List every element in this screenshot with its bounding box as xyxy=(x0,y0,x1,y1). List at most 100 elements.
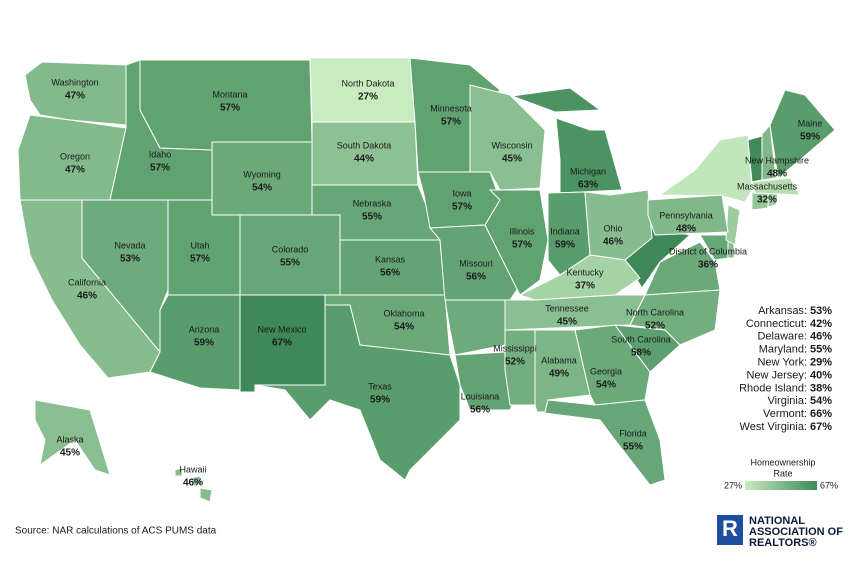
side-value: 54% xyxy=(810,395,832,407)
state-value: 57% xyxy=(220,103,240,114)
state-value: 45% xyxy=(502,154,522,165)
state-shapes xyxy=(17,57,836,503)
state-name: Kansas xyxy=(375,254,406,264)
side-name: New Jersey: xyxy=(746,369,807,381)
state-value: 49% xyxy=(549,369,569,380)
state-name: Alabama xyxy=(541,355,577,365)
state-value: 52% xyxy=(645,321,665,332)
state-value: 44% xyxy=(354,154,374,165)
state-name: Nevada xyxy=(114,240,145,250)
state-shape xyxy=(761,123,777,181)
state-name: New Mexico xyxy=(257,324,306,334)
state-shape xyxy=(751,177,801,196)
side-name: West Virginia: xyxy=(740,421,807,433)
state-value: 45% xyxy=(60,448,80,459)
state-value: 57% xyxy=(512,240,532,251)
state-name: Michigan xyxy=(570,166,606,176)
state-name: Idaho xyxy=(149,149,172,159)
state-value: 32% xyxy=(757,195,777,206)
state-value: 47% xyxy=(65,165,85,176)
state-value: 59% xyxy=(800,132,820,143)
state-name: Utah xyxy=(190,240,209,250)
state-name: Texas xyxy=(368,381,392,391)
state-shape xyxy=(647,194,729,236)
state-value: 56% xyxy=(466,272,486,283)
side-name: Connecticut: xyxy=(746,318,807,330)
state-value: 67% xyxy=(272,338,292,349)
state-name: New Hampshire xyxy=(745,155,809,165)
state-name: Nebraska xyxy=(353,198,392,208)
state-value: 57% xyxy=(150,163,170,174)
state-value: 45% xyxy=(557,317,577,328)
logo-text: REALTORS® xyxy=(749,537,817,549)
state-value: 52% xyxy=(505,357,525,368)
state-name: Florida xyxy=(619,428,647,438)
state-name: Maine xyxy=(798,118,823,128)
side-name: Delaware: xyxy=(757,331,807,343)
side-name: Arkansas: xyxy=(758,305,807,317)
state-value: 59% xyxy=(555,240,575,251)
state-shape xyxy=(699,234,729,261)
state-name: Ohio xyxy=(603,223,622,233)
state-name: Iowa xyxy=(452,188,471,198)
state-name: Tennessee xyxy=(545,303,589,313)
legend-title: Rate xyxy=(773,468,792,478)
state-name: Illinois xyxy=(509,226,535,236)
state-name: Hawaii xyxy=(179,464,206,474)
state-value: 46% xyxy=(603,237,623,248)
state-shape xyxy=(725,204,741,246)
state-value: 57% xyxy=(441,117,461,128)
state-value: 46% xyxy=(77,291,97,302)
state-name: Oklahoma xyxy=(383,308,424,318)
legend-min: 27% xyxy=(724,480,742,490)
side-name: Maryland: xyxy=(759,344,807,356)
state-name: California xyxy=(68,277,106,287)
legend-title: Homeownership xyxy=(750,457,815,467)
state-shape xyxy=(254,304,461,481)
state-name: Massachusetts xyxy=(737,181,798,191)
state-shape xyxy=(504,329,536,406)
state-name: North Carolina xyxy=(626,307,684,317)
state-value: 56% xyxy=(470,405,490,416)
state-name: Kentucky xyxy=(566,267,604,277)
state-value: 27% xyxy=(358,92,378,103)
state-value: 54% xyxy=(596,380,616,391)
state-value: 55% xyxy=(362,212,382,223)
state-name: South Carolina xyxy=(611,334,671,344)
side-name: Vermont: xyxy=(763,408,807,420)
side-value: 38% xyxy=(810,382,832,394)
state-name: Arizona xyxy=(189,324,220,334)
state-name: Georgia xyxy=(590,366,622,376)
state-value: 57% xyxy=(452,202,472,213)
state-name: Mississippi xyxy=(493,343,537,353)
logo: R NATIONAL ASSOCIATION OF REALTORS® xyxy=(717,515,843,549)
side-value: 55% xyxy=(810,344,832,356)
state-name: Colorado xyxy=(272,244,309,254)
state-value: 55% xyxy=(280,258,300,269)
state-name: Washington xyxy=(51,77,98,87)
state-labels: Washington 47% Oregon 47% California 46% Nevad… xyxy=(51,77,822,488)
side-name: New York: xyxy=(757,357,807,369)
state-value: 56% xyxy=(380,268,400,279)
state-name: Oregon xyxy=(60,151,90,161)
state-shape xyxy=(511,87,623,194)
side-value: 53% xyxy=(810,305,832,317)
state-value: 47% xyxy=(65,91,85,102)
state-value: 48% xyxy=(767,169,787,180)
state-name: South Dakota xyxy=(337,140,392,150)
state-value: 55% xyxy=(623,442,643,453)
state-shape xyxy=(239,214,341,296)
state-value: 53% xyxy=(120,254,140,265)
state-name: Indiana xyxy=(550,226,580,236)
source: Source: NAR calculations of ACS PUMS dat… xyxy=(15,526,217,537)
state-name: North Dakota xyxy=(341,78,394,88)
state-shape xyxy=(536,399,666,486)
side-value: 66% xyxy=(810,408,832,420)
legend-max: 67% xyxy=(820,480,838,490)
logo-mark: R xyxy=(722,516,738,541)
side-value: 46% xyxy=(810,331,832,343)
state-value: 63% xyxy=(578,180,598,191)
state-shape xyxy=(629,289,721,346)
